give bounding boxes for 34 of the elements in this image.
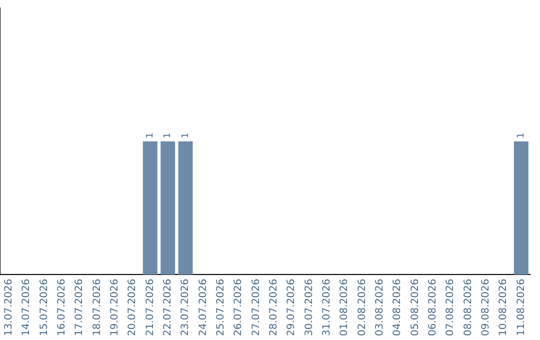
x-tick-label: 05.08.2026 (410, 278, 421, 336)
x-tick-label: 13.07.2026 (3, 278, 14, 336)
x-tick-label: 27.07.2026 (250, 278, 262, 336)
x-tick-label: 16.07.2026 (56, 278, 68, 336)
data-label: 1 (180, 132, 191, 138)
x-tick-label: 22.07.2026 (162, 278, 174, 336)
x-tick-label: 04.08.2026 (392, 278, 404, 336)
x-tick-label: 31.07.2026 (321, 278, 332, 336)
x-tick-label: 07.08.2026 (445, 278, 456, 336)
x-tick-label: 26.07.2026 (233, 278, 244, 336)
x-tick-label: 21.07.2026 (144, 278, 156, 336)
x-tick-label: 20.07.2026 (127, 278, 138, 336)
data-label: 1 (146, 132, 156, 138)
x-tick-label: 30.07.2026 (304, 278, 315, 336)
x-tick-label: 17.07.2026 (74, 278, 86, 336)
x-tick-label: 08.08.2026 (462, 278, 474, 336)
x-tick-label: 06.08.2026 (427, 278, 438, 336)
x-tick-label: 18.07.2026 (92, 278, 103, 336)
x-tick-label: 15.07.2026 (38, 278, 50, 336)
x-tick-label: 01.08.2026 (339, 278, 350, 336)
x-tick-label: 14.07.2026 (21, 278, 32, 336)
x-tick-label: 10.08.2026 (498, 278, 510, 336)
x-tick-label: 02.08.2026 (356, 278, 368, 336)
x-tick-label: 23.07.2026 (180, 278, 192, 336)
data-label: 1 (516, 132, 527, 138)
x-tick-label: 25.07.2026 (215, 278, 226, 336)
x-tick-label: 28.07.2026 (268, 278, 280, 336)
x-tick-label: 24.07.2026 (198, 278, 209, 336)
x-tick-label: 03.08.2026 (374, 278, 386, 336)
x-tick-label: 09.08.2026 (480, 278, 492, 336)
x-tick-label: 29.07.2026 (286, 278, 298, 336)
x-tick-label: 19.07.2026 (109, 278, 120, 336)
x-tick-label: 11.08.2026 (516, 278, 527, 336)
data-label: 1 (163, 132, 174, 138)
